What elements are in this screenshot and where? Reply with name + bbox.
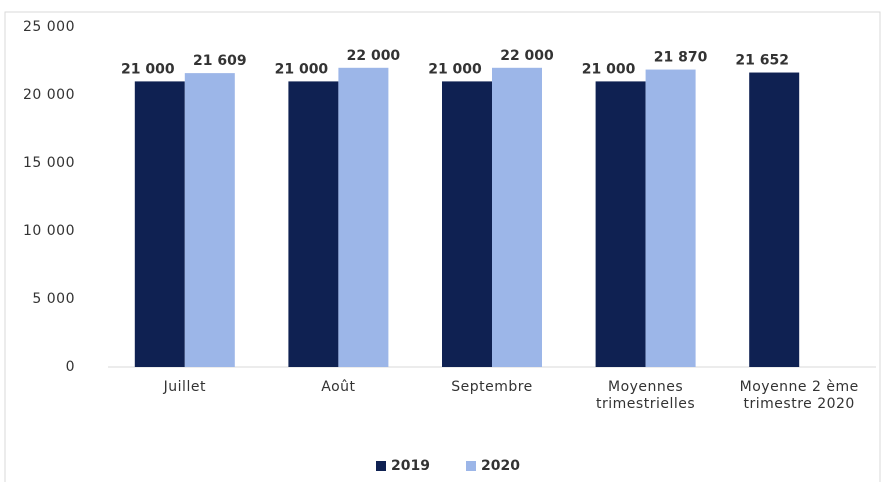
chart-frame: [4, 11, 881, 482]
data-label: 21 652: [735, 53, 789, 69]
y-tick-label: 20 000: [23, 87, 75, 103]
bar: [184, 73, 235, 367]
legend-label: 2020: [481, 458, 520, 474]
legend-label: 2019: [391, 458, 430, 474]
bar: [134, 81, 185, 368]
y-tick-label: 5 000: [32, 291, 75, 307]
data-label: 21 609: [193, 53, 247, 69]
x-tick-label: Moyenne 2 ème trimestre 2020: [739, 379, 859, 412]
y-tick-label: 15 000: [23, 155, 75, 171]
legend-swatch: [466, 461, 476, 471]
bar: [749, 72, 800, 367]
data-label: 21 000: [275, 61, 329, 77]
data-label: 21 000: [428, 61, 482, 77]
bar: [645, 69, 696, 368]
x-tick-label: Août: [321, 379, 356, 395]
x-tick-label: Juillet: [163, 379, 206, 395]
data-label: 21 000: [121, 61, 175, 77]
x-tick-label: Moyennes trimestrielles: [596, 379, 696, 412]
data-label: 21 000: [582, 61, 636, 77]
y-tick-label: 10 000: [23, 223, 75, 239]
bar: [595, 81, 646, 368]
data-label: 22 000: [347, 48, 401, 64]
legend-swatch: [376, 461, 386, 471]
bar: [338, 67, 389, 368]
y-tick-label: 0: [66, 359, 75, 375]
bar: [492, 67, 542, 368]
bar: [288, 81, 339, 368]
data-label: 22 000: [500, 48, 554, 64]
y-tick-label: 25 000: [23, 19, 75, 35]
bar: [442, 81, 492, 368]
data-label: 21 870: [654, 50, 708, 66]
x-tick-label: Septembre: [451, 379, 533, 395]
